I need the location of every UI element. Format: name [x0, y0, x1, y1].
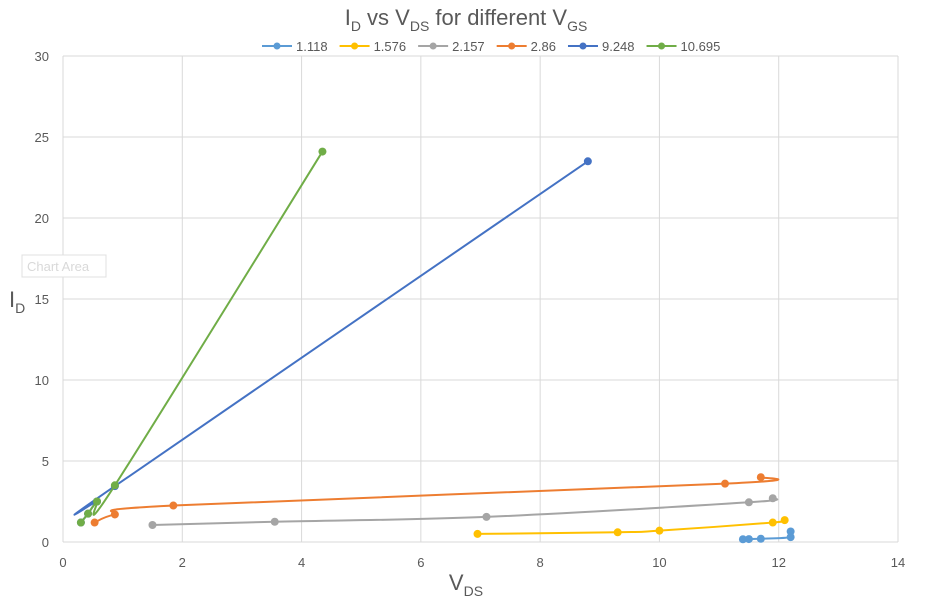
legend-label-3: 2.86: [531, 39, 556, 54]
data-point: [780, 516, 789, 525]
y-tick-label: 30: [35, 49, 49, 64]
x-tick-label: 14: [891, 555, 905, 570]
legend-marker-4: [579, 42, 587, 50]
y-tick-label: 5: [42, 454, 49, 469]
y-tick-label: 10: [35, 373, 49, 388]
data-point: [473, 529, 482, 538]
y-tick-label: 15: [35, 292, 49, 307]
data-point: [613, 528, 622, 537]
data-point: [786, 533, 795, 542]
y-tick-label: 0: [42, 535, 49, 550]
y-tick-labels: 0 5 10 15 20 25 30: [35, 49, 49, 550]
gridlines: [62, 55, 899, 543]
data-point: [738, 535, 747, 544]
x-tick-labels: 0 2 4 6 8 10 12 14: [59, 555, 905, 570]
x-tick-label: 10: [652, 555, 666, 570]
legend-label-1: 1.576: [374, 39, 407, 54]
legend-marker-5: [658, 42, 666, 50]
y-tick-label: 25: [35, 130, 49, 145]
legend-label-0: 1.118: [296, 39, 328, 54]
x-tick-label: 6: [417, 555, 424, 570]
data-point: [318, 147, 327, 156]
data-point: [786, 527, 795, 536]
legend-marker-0: [273, 42, 281, 50]
data-point: [110, 481, 119, 490]
legend-label-4: 9.248: [602, 39, 635, 54]
x-tick-label: 0: [59, 555, 66, 570]
data-point: [756, 473, 765, 482]
data-point: [110, 510, 119, 519]
chart-area-tooltip: Chart Area: [21, 254, 107, 278]
series-group: [73, 147, 795, 544]
y-axis-label: ID: [9, 287, 25, 316]
data-point: [721, 479, 730, 488]
svg-text:Chart Area: Chart Area: [27, 259, 90, 274]
x-tick-label: 4: [298, 555, 305, 570]
data-point: [744, 498, 753, 507]
data-point: [148, 520, 157, 529]
data-point: [90, 518, 99, 527]
legend: 1.118 1.576 2.157 2.86 9.248 10.695: [262, 39, 720, 54]
data-point: [655, 526, 664, 535]
data-point: [768, 494, 777, 503]
data-point: [583, 157, 592, 166]
legend-marker-3: [508, 42, 516, 50]
data-point: [270, 517, 279, 526]
x-tick-label: 8: [537, 555, 544, 570]
data-point: [756, 534, 765, 543]
legend-marker-1: [351, 42, 359, 50]
legend-label-5: 10.695: [681, 39, 721, 54]
data-point: [76, 518, 85, 527]
x-tick-label: 12: [771, 555, 785, 570]
y-tick-label: 20: [35, 211, 49, 226]
x-axis-label: VDS: [449, 570, 483, 599]
data-point: [482, 512, 491, 521]
chart-title: ID vs VDS for different VGS: [345, 5, 588, 34]
data-point: [169, 501, 178, 510]
x-tick-label: 2: [179, 555, 186, 570]
legend-label-2: 2.157: [452, 39, 485, 54]
data-point: [744, 535, 753, 544]
legend-marker-2: [429, 42, 437, 50]
data-point: [84, 509, 93, 518]
data-point: [768, 518, 777, 527]
data-point: [92, 497, 101, 506]
